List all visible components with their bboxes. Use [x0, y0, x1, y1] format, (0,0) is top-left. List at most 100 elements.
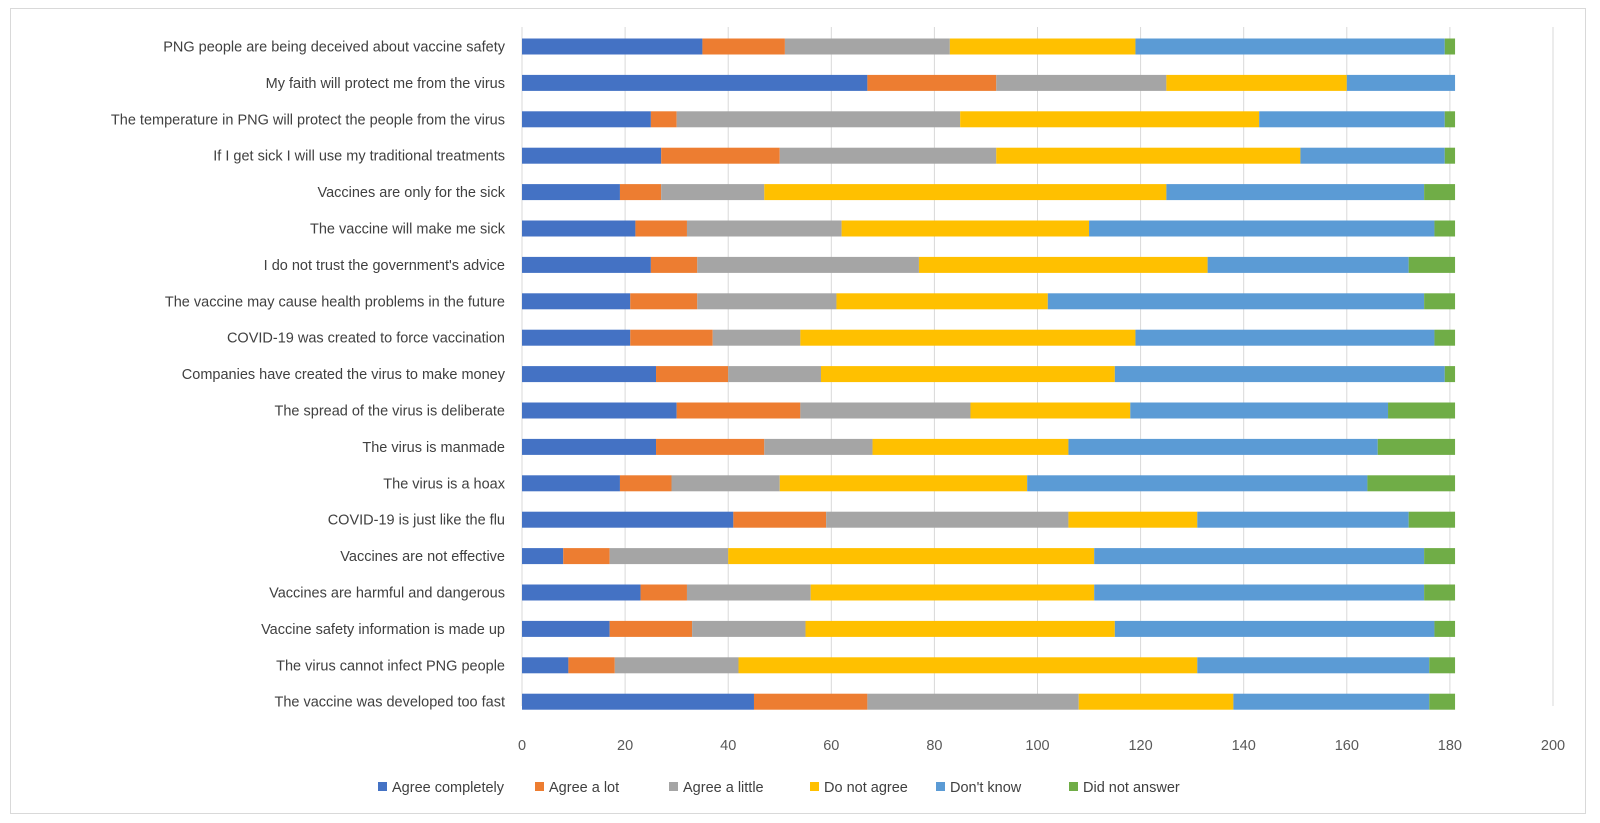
bar-segment-agree-a-lot — [650, 111, 677, 128]
bar-segment-agree-a-lot — [661, 147, 780, 164]
bar-segment-agree-completely — [522, 38, 703, 55]
bar-segment-did-not-answer — [1444, 366, 1456, 383]
x-tick-label: 120 — [1128, 738, 1152, 754]
legend-label: Don't know — [950, 780, 1022, 796]
legend-swatch — [1069, 782, 1078, 791]
bar-segment-agree-a-little — [867, 693, 1079, 710]
legend-swatch — [936, 782, 945, 791]
bar-segment-agree-a-little — [779, 147, 997, 164]
bar-segment-do-not-agree — [728, 548, 1095, 565]
bar-segment-do-not-agree — [1078, 693, 1234, 710]
bar-segment-do-not-agree — [810, 584, 1095, 601]
bar-segment-agree-completely — [522, 366, 657, 383]
bar-segment-do-not-agree — [779, 475, 1028, 492]
bar-segment-did-not-answer — [1429, 657, 1456, 674]
x-tick-label: 80 — [926, 738, 942, 754]
bar-segment-did-not-answer — [1367, 475, 1456, 492]
bar-segment-did-not-answer — [1408, 256, 1456, 273]
category-label: Vaccine safety information is made up — [261, 622, 505, 638]
bar-segment-do-not-agree — [738, 657, 1198, 674]
bar-segment-agree-a-little — [712, 329, 801, 346]
bar-segment-do-not-agree — [841, 220, 1090, 237]
bar-segment-agree-a-little — [671, 475, 780, 492]
bars — [522, 38, 1456, 710]
legend-swatch — [535, 782, 544, 791]
bar-segment-agree-a-lot — [609, 620, 693, 637]
bar-segment-did-not-answer — [1444, 38, 1456, 55]
bar-segment-agree-a-little — [676, 111, 961, 128]
bar-segment-did-not-answer — [1434, 620, 1456, 637]
bar-segment-agree-a-lot — [733, 511, 827, 528]
bar-segment-agree-completely — [522, 620, 610, 637]
bar-segment-don-t-know — [1068, 438, 1378, 455]
bar-segment-do-not-agree — [949, 38, 1136, 55]
x-tick-label: 20 — [617, 738, 633, 754]
bar-segment-agree-completely — [522, 329, 631, 346]
bar-segment-do-not-agree — [996, 147, 1301, 164]
bar-segment-agree-a-lot — [619, 475, 672, 492]
legend-label: Agree a little — [683, 780, 764, 796]
category-label: The virus is manmade — [362, 440, 505, 456]
bar-segment-don-t-know — [1166, 184, 1425, 201]
bar-segment-agree-a-lot — [619, 184, 662, 201]
bar-segment-agree-completely — [522, 657, 569, 674]
bar-segment-do-not-agree — [1068, 511, 1198, 528]
bar-segment-agree-a-little — [692, 620, 806, 637]
bar-segment-did-not-answer — [1388, 402, 1456, 419]
bar-segment-don-t-know — [1300, 147, 1445, 164]
category-label: Vaccines are not effective — [340, 549, 505, 565]
category-label: The temperature in PNG will protect the … — [111, 112, 505, 128]
bar-segment-agree-a-lot — [635, 220, 687, 237]
category-label: The virus cannot infect PNG people — [276, 658, 505, 674]
bar-segment-did-not-answer — [1424, 584, 1456, 601]
bar-segment-agree-completely — [522, 475, 620, 492]
category-label: Vaccines are harmful and dangerous — [269, 586, 505, 602]
bar-segment-agree-completely — [522, 220, 636, 237]
bar-segment-don-t-know — [1089, 220, 1435, 237]
category-label: The spread of the virus is deliberate — [274, 404, 505, 420]
bar-segment-agree-a-lot — [630, 329, 713, 346]
bar-segment-agree-completely — [522, 693, 754, 710]
bar-segment-agree-a-little — [609, 548, 729, 565]
category-label: PNG people are being deceived about vacc… — [163, 40, 506, 56]
bar-segment-don-t-know — [1027, 475, 1368, 492]
bar-segment-agree-completely — [522, 74, 868, 91]
bar-segment-don-t-know — [1114, 620, 1435, 637]
bar-segment-don-t-know — [1135, 38, 1445, 55]
bar-segment-agree-a-little — [826, 511, 1069, 528]
bar-segment-agree-a-lot — [640, 584, 687, 601]
category-label: If I get sick I will use my traditional … — [213, 149, 505, 165]
bar-segment-agree-a-little — [661, 184, 765, 201]
bar-segment-did-not-answer — [1434, 329, 1456, 346]
category-label: The vaccine was developed too fast — [274, 695, 505, 711]
bar-segment-don-t-know — [1207, 256, 1409, 273]
category-label: My faith will protect me from the virus — [266, 76, 505, 92]
bar-segment-do-not-agree — [960, 111, 1260, 128]
bar-segment-agree-completely — [522, 293, 631, 310]
category-label: The vaccine may cause health problems in… — [165, 294, 505, 310]
legend-swatch — [669, 782, 678, 791]
bar-segment-don-t-know — [1114, 366, 1445, 383]
legend-label: Agree completely — [392, 780, 505, 796]
bar-segment-agree-a-lot — [630, 293, 698, 310]
legend-label: Did not answer — [1083, 780, 1180, 796]
bar-segment-do-not-agree — [836, 293, 1048, 310]
bar-segment-agree-a-little — [697, 293, 837, 310]
bar-segment-agree-a-lot — [702, 38, 785, 55]
bar-segment-don-t-know — [1233, 693, 1430, 710]
bar-segment-do-not-agree — [918, 256, 1208, 273]
bar-segment-agree-a-little — [614, 657, 739, 674]
category-label: Companies have created the virus to make… — [182, 367, 506, 383]
bar-segment-agree-a-lot — [650, 256, 698, 273]
legend: Agree completely Agree a lot Agree a littl… — [378, 780, 1180, 796]
category-label: COVID-19 was created to force vaccinatio… — [227, 331, 505, 347]
bar-segment-do-not-agree — [872, 438, 1069, 455]
bar-segment-do-not-agree — [1166, 74, 1347, 91]
bar-segment-agree-completely — [522, 184, 620, 201]
bar-segment-agree-a-little — [686, 220, 842, 237]
bar-segment-agree-a-little — [784, 38, 950, 55]
bar-segment-agree-a-little — [728, 366, 821, 383]
bar-segment-did-not-answer — [1444, 111, 1456, 128]
bar-segment-don-t-know — [1094, 548, 1425, 565]
